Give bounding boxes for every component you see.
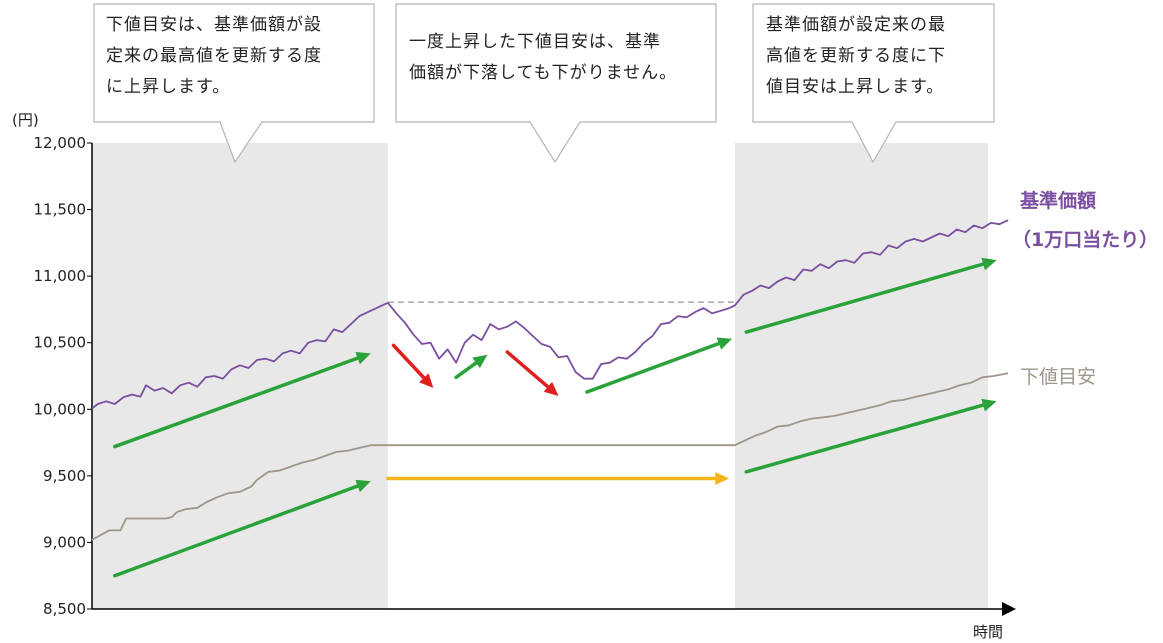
trend-arrow-head [981, 398, 997, 412]
trend-arrow-shaft [744, 262, 985, 334]
y-tick-label: 12,000 [34, 134, 87, 152]
trend-arrow-head [716, 337, 733, 350]
trend-arrow-shaft [505, 350, 550, 389]
trend-arrow-2 [391, 343, 434, 388]
callout-box-2 [752, 3, 995, 164]
trend-arrow-3 [454, 354, 488, 380]
axes [91, 143, 1016, 616]
trend-arrow-shaft [113, 356, 360, 449]
trend-arrow-6 [386, 472, 730, 486]
y-tick-label: 11,500 [34, 201, 87, 219]
shaded-regions [92, 143, 989, 609]
x-axis-label: 時間 [973, 623, 1003, 641]
series-label-nav: 基準価額 [1019, 189, 1096, 212]
y-tick-label: 9,500 [43, 467, 86, 485]
trend-arrow-4 [505, 350, 559, 396]
trend-arrow-1 [113, 479, 371, 578]
callout-box-0 [93, 3, 375, 164]
callout-shapes [93, 3, 995, 164]
trend-arrow-head [419, 373, 434, 388]
callout-right-text: 基準価額が設定来の最 高値を更新する度に下 値目安は上昇します。 [766, 15, 946, 97]
trend-arrow-shaft [454, 361, 478, 380]
trend-arrow-shaft [585, 341, 721, 394]
series-line-1 [91, 372, 1009, 541]
trend-arrow-shaft [391, 343, 426, 380]
series-line-0 [91, 219, 1009, 410]
series-label-floor: 下値目安 [1020, 366, 1096, 388]
y-tick-label: 11,000 [34, 267, 87, 285]
callout-middle-text: 一度上昇した下値目安は、基準 価額が下落しても下がりません。 [409, 32, 678, 83]
y-tick-label: 9,000 [43, 533, 86, 551]
x-axis-arrowhead [1002, 602, 1016, 616]
shaded-region-1 [734, 143, 989, 609]
shaded-region-0 [92, 143, 388, 609]
series-labels: 基準価額 （1万口当たり） 下値目安 [1012, 189, 1158, 388]
trend-arrow-head [981, 257, 997, 271]
trend-arrows [113, 257, 997, 578]
y-tick-label: 8,500 [43, 600, 86, 618]
trend-arrow-head [543, 381, 559, 396]
trend-arrow-0 [113, 352, 371, 449]
y-unit-label: (円) [12, 111, 39, 129]
trend-arrow-8 [744, 398, 997, 474]
callout-box-1 [395, 3, 717, 164]
trend-arrow-head [355, 352, 371, 365]
trend-arrow-shaft [744, 403, 985, 474]
trend-arrow-head [355, 479, 371, 493]
trend-arrow-head [472, 354, 488, 369]
y-ticks: 12,000 11,500 11,000 10,500 10,000 9,500 9,000… [34, 134, 92, 618]
trend-arrow-5 [585, 337, 733, 394]
trend-arrow-shaft [113, 484, 360, 578]
series-lines [91, 219, 1009, 541]
y-tick-label: 10,500 [34, 334, 87, 352]
callout-left-text: 下値目安は、基準価額が設 定来の最高値を更新する度 に上昇します。 [106, 15, 322, 97]
series-label-nav-sub: （1万口当たり） [1012, 228, 1158, 251]
trend-arrow-head [715, 472, 730, 486]
y-tick-label: 10,000 [34, 400, 87, 418]
trend-arrow-7 [744, 257, 997, 334]
